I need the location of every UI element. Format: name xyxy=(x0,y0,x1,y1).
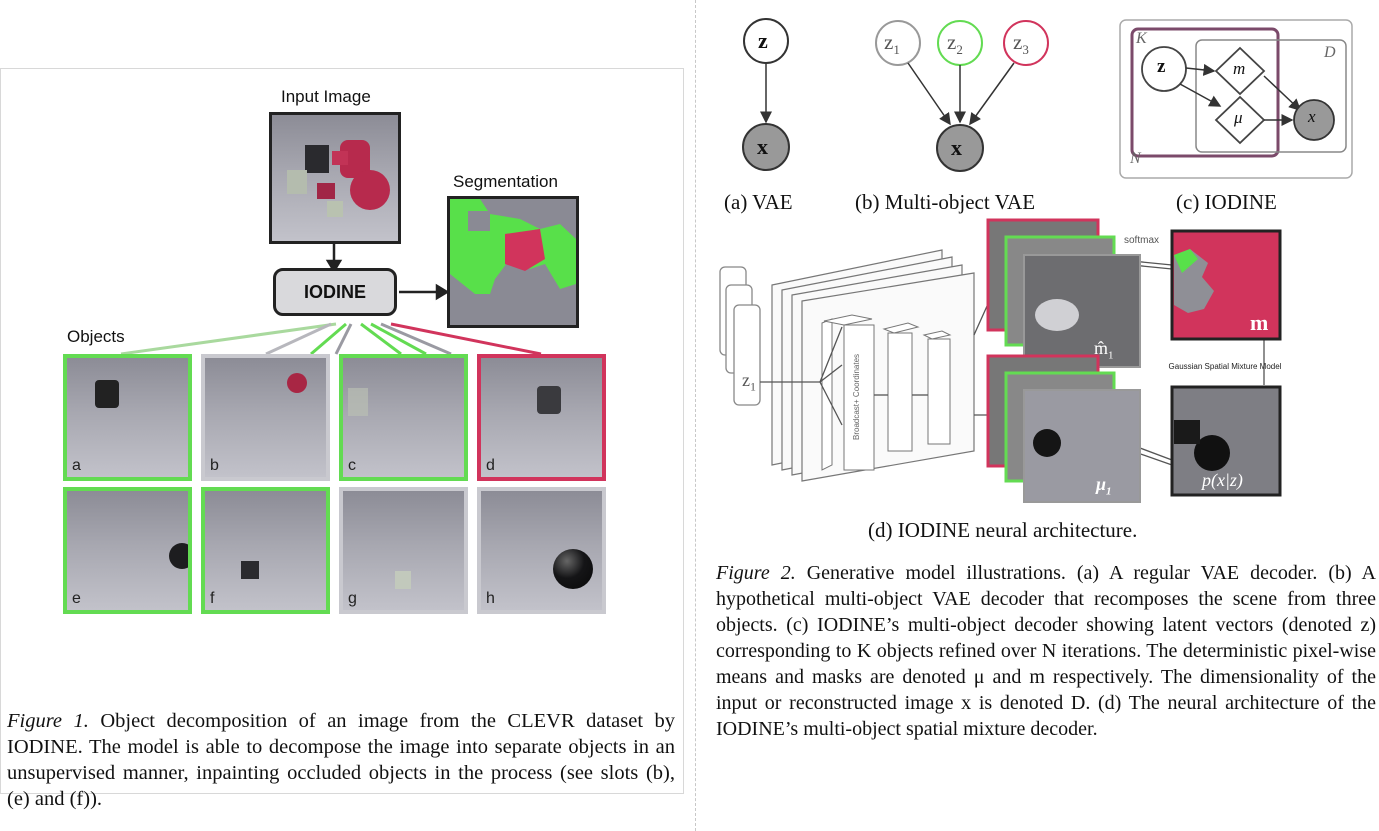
arch-z1-label: z1 xyxy=(742,370,756,394)
segmentation-image xyxy=(447,196,579,328)
slot-d: d xyxy=(477,354,606,481)
graphical-models xyxy=(742,18,1353,179)
slot-label: b xyxy=(210,457,219,474)
slot-b: b xyxy=(201,354,330,481)
plate-k-label: K xyxy=(1136,30,1147,47)
column-divider xyxy=(695,0,696,831)
caption-text: Object decomposition of an image from th… xyxy=(7,710,675,810)
broadcast-coordinates-label: Broadcast+ Coordinates xyxy=(852,353,861,440)
segmentation-label: Segmentation xyxy=(453,172,558,191)
figure-1-caption: Figure 1. Object decomposition of an ima… xyxy=(7,708,675,812)
object-ball xyxy=(169,543,188,569)
node-mu: μ xyxy=(1234,108,1243,127)
slot-g: g xyxy=(339,487,468,614)
mu1-label: μ1 xyxy=(1096,474,1112,498)
slot-h: h xyxy=(477,487,606,614)
architecture-diagram xyxy=(719,218,1282,503)
caption-prefix: Figure 2. xyxy=(716,562,796,584)
figure-1: Input Image IODINE Segmentation Objects … xyxy=(0,68,684,810)
caption-text: Generative model illustrations. (a) A re… xyxy=(716,562,1376,740)
node-z-iodine: z xyxy=(1157,56,1166,77)
figure-2: z x z1 z2 z3 x K D N z m μ x (a) VAE (b)… xyxy=(702,0,1379,831)
segmentation-graphic xyxy=(450,199,576,294)
input-image xyxy=(269,112,401,244)
input-image-label: Input Image xyxy=(281,87,371,106)
iodine-model-box: IODINE xyxy=(273,268,397,316)
node-z1: z1 xyxy=(884,30,900,58)
slot-f: f xyxy=(201,487,330,614)
node-z: z xyxy=(758,28,768,53)
slot-c: c xyxy=(339,354,468,481)
object-cylinder xyxy=(95,380,119,408)
slot-label: c xyxy=(348,457,356,474)
slot-a: a xyxy=(63,354,192,481)
slot-label: g xyxy=(348,590,357,607)
object-cylinder xyxy=(348,388,368,416)
pxz-label: p(x|z) xyxy=(1202,470,1243,490)
slot-label: f xyxy=(210,590,215,607)
node-x: x xyxy=(757,134,768,159)
subfig-b-label: (b) Multi-object VAE xyxy=(855,190,1036,214)
subfig-c-label: (c) IODINE xyxy=(1176,190,1277,214)
subfig-a-label: (a) VAE xyxy=(724,190,793,214)
object-cylinder xyxy=(537,386,561,414)
subfig-d-label: (d) IODINE neural architecture. xyxy=(868,518,1138,542)
gsm-label: Gaussian Spatial Mixture Model xyxy=(1168,362,1282,371)
m1-label: m̂1 xyxy=(1094,338,1114,362)
slot-label: a xyxy=(72,457,81,474)
node-x-iodine: x xyxy=(1308,107,1316,126)
node-z3: z3 xyxy=(1013,30,1029,58)
plate-d-label: D xyxy=(1324,44,1336,61)
object-ball xyxy=(553,549,593,589)
slot-label: h xyxy=(486,590,495,607)
plate-n-label: N xyxy=(1130,150,1141,167)
figure-1-connectors xyxy=(120,244,542,356)
object-cube xyxy=(241,561,259,579)
object-ball xyxy=(287,373,307,393)
softmax-label: softmax xyxy=(1124,235,1160,246)
caption-prefix: Figure 1. xyxy=(7,710,89,732)
input-scene-graphic xyxy=(287,140,390,217)
slot-label: e xyxy=(72,590,81,607)
node-x-multi: x xyxy=(951,135,962,160)
objects-label: Objects xyxy=(67,327,125,346)
slot-label: d xyxy=(486,457,495,474)
node-m: m xyxy=(1233,59,1246,78)
node-z2: z2 xyxy=(947,30,963,58)
mask-m-label: m xyxy=(1250,310,1269,335)
object-cylinder xyxy=(395,571,411,589)
slot-e: e xyxy=(63,487,192,614)
figure-2-caption: Figure 2. Generative model illustrations… xyxy=(716,560,1376,742)
